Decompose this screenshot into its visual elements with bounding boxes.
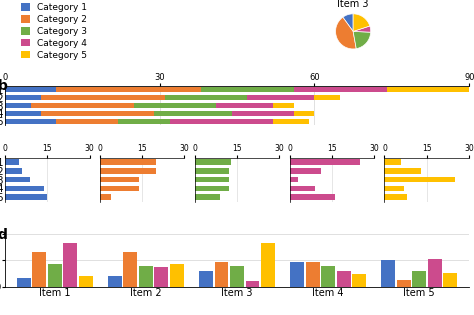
Bar <box>321 266 335 287</box>
Bar <box>30 103 134 108</box>
Bar <box>290 186 315 191</box>
Bar <box>381 260 395 287</box>
Bar <box>5 159 19 165</box>
Wedge shape <box>343 14 353 32</box>
Bar <box>64 243 77 287</box>
Bar <box>170 264 184 287</box>
Bar <box>294 87 387 92</box>
Wedge shape <box>353 32 371 49</box>
Legend: Category 1, Category 2, Category 3, Category 4, Category 5: Category 1, Category 2, Category 3, Cate… <box>21 3 87 60</box>
Bar <box>246 281 259 287</box>
Bar <box>100 186 139 191</box>
Bar <box>428 259 442 287</box>
Bar <box>443 272 457 287</box>
Bar <box>290 159 360 165</box>
Bar <box>290 168 320 174</box>
Bar <box>195 168 228 174</box>
Bar <box>5 186 44 191</box>
Bar <box>165 95 247 100</box>
Bar <box>5 168 22 174</box>
Bar <box>201 87 294 92</box>
Bar <box>294 111 314 116</box>
Bar <box>134 103 216 108</box>
Bar <box>139 266 153 287</box>
Bar <box>5 111 41 116</box>
Bar <box>314 95 340 100</box>
Bar <box>290 262 304 287</box>
Bar <box>79 276 93 287</box>
Bar <box>215 262 228 287</box>
Bar <box>412 271 426 287</box>
Bar <box>5 95 41 100</box>
Bar <box>123 252 137 287</box>
Bar <box>384 159 401 165</box>
Bar <box>5 119 56 124</box>
Bar <box>100 194 111 200</box>
Bar <box>290 194 335 200</box>
Bar <box>273 103 294 108</box>
Bar <box>41 95 165 100</box>
Bar <box>306 262 319 287</box>
Bar <box>56 87 201 92</box>
Bar <box>100 168 156 174</box>
Bar <box>384 168 421 174</box>
Bar <box>384 186 404 191</box>
Bar <box>337 271 351 287</box>
Bar <box>118 119 170 124</box>
Bar <box>17 278 31 287</box>
Bar <box>155 111 232 116</box>
Bar <box>199 271 213 287</box>
Bar <box>261 243 275 287</box>
Bar <box>5 87 56 92</box>
Bar <box>100 177 139 182</box>
Bar <box>290 177 298 182</box>
Bar <box>273 119 309 124</box>
Title: Item 3: Item 3 <box>337 0 369 9</box>
Bar <box>5 194 47 200</box>
Bar <box>56 119 118 124</box>
Bar <box>100 159 156 165</box>
Bar <box>230 266 244 287</box>
Bar <box>32 252 46 287</box>
Bar <box>155 267 168 287</box>
Bar <box>247 95 314 100</box>
Text: b: b <box>0 79 8 93</box>
Bar <box>195 186 228 191</box>
Bar <box>387 87 469 92</box>
Wedge shape <box>353 26 371 32</box>
Bar <box>195 159 231 165</box>
Bar <box>108 276 122 287</box>
Bar <box>5 103 30 108</box>
Bar <box>195 194 220 200</box>
Bar <box>41 111 155 116</box>
Bar <box>170 119 273 124</box>
Bar <box>5 177 30 182</box>
Bar <box>232 111 294 116</box>
Bar <box>397 280 410 287</box>
Bar <box>384 194 407 200</box>
Wedge shape <box>353 14 370 32</box>
Bar <box>216 103 273 108</box>
Bar <box>48 264 62 287</box>
Bar <box>352 274 366 287</box>
Bar <box>384 177 455 182</box>
Wedge shape <box>336 17 356 49</box>
Bar <box>195 177 228 182</box>
Text: d: d <box>0 228 8 242</box>
